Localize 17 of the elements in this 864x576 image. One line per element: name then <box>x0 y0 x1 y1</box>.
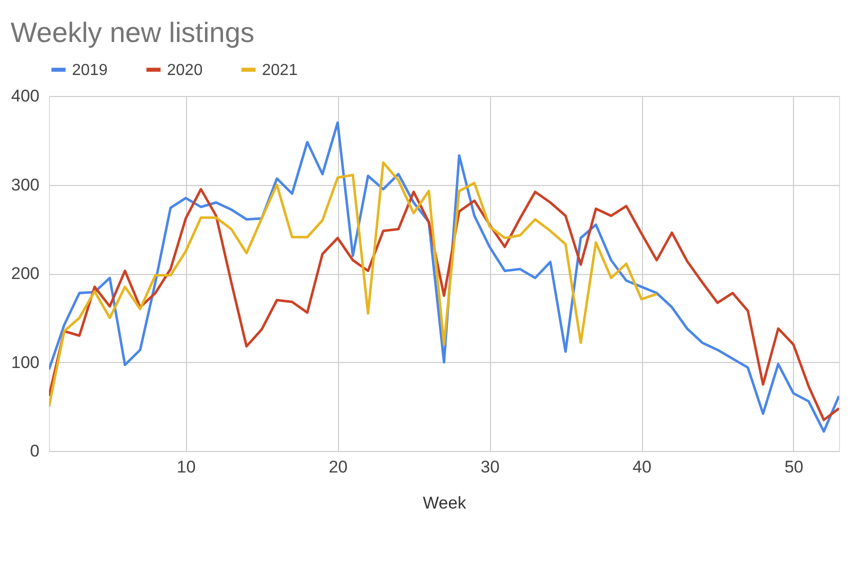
y-tick-label: 100 <box>11 352 40 372</box>
legend-label: 2021 <box>262 62 298 79</box>
x-tick-label: 20 <box>328 458 348 476</box>
x-axis-title: Week <box>422 494 467 512</box>
legend-label: 2019 <box>72 62 108 79</box>
chart-title: Weekly new listings <box>10 17 254 48</box>
y-tick-label: 300 <box>11 175 40 194</box>
x-tick-label: 50 <box>784 458 804 476</box>
line-series <box>49 188 839 422</box>
line-series <box>49 161 658 408</box>
y-tick-label: 200 <box>11 264 40 283</box>
x-tick-label: 40 <box>632 458 652 476</box>
x-tick-label: 10 <box>176 458 196 476</box>
y-tick-label: 400 <box>11 86 40 106</box>
x-tick-label: 30 <box>480 458 500 476</box>
legend-label: 2020 <box>167 62 203 79</box>
y-tick-label: 0 <box>30 442 40 460</box>
